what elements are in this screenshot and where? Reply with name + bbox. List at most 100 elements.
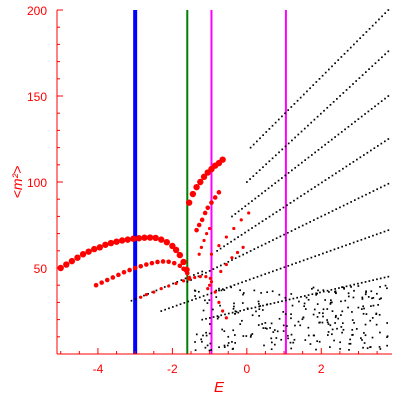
black-cloud-point-11 xyxy=(372,296,375,299)
black-cloud-point-169 xyxy=(378,313,381,316)
black-point-s6-7 xyxy=(183,301,186,304)
black-point-s6-1 xyxy=(160,310,163,312)
black-point-s2-20 xyxy=(307,124,309,127)
red-point-s9-1 xyxy=(206,287,210,291)
black-cloud-point-100 xyxy=(208,299,211,301)
black-cloud-point-118 xyxy=(223,289,226,291)
black-point-s1-45 xyxy=(387,9,390,11)
black-point-s8-47 xyxy=(376,278,378,281)
black-cloud-point-256 xyxy=(363,307,365,310)
red-point-s2-7 xyxy=(127,267,132,273)
black-point-s5-43 xyxy=(342,204,345,207)
red-point-s7-3 xyxy=(224,235,228,239)
black-cloud-point-5 xyxy=(340,314,342,316)
black-point-s8-16 xyxy=(258,305,261,308)
black-cloud-point-123 xyxy=(301,318,304,321)
black-point-s5-8 xyxy=(212,268,215,270)
black-point-s6-53 xyxy=(360,238,363,241)
black-cloud-point-249 xyxy=(312,313,315,316)
black-cloud-point-82 xyxy=(334,322,336,324)
black-cloud-point-246 xyxy=(290,333,293,336)
black-point-s5-19 xyxy=(253,248,256,250)
black-point-s6-35 xyxy=(291,263,293,266)
black-cloud-point-52 xyxy=(195,333,198,336)
black-cloud-point-235 xyxy=(351,319,354,321)
black-point-s4-11 xyxy=(251,227,253,229)
black-point-s8-17 xyxy=(262,304,264,307)
black-point-s3-35 xyxy=(344,128,346,131)
black-point-s1-37 xyxy=(362,34,365,36)
black-point-s2-32 xyxy=(345,89,348,91)
black-cloud-point-65 xyxy=(245,335,248,337)
black-cloud-point-173 xyxy=(202,309,205,312)
black-point-s4-35 xyxy=(335,172,337,175)
red-point-s1-2 xyxy=(63,261,70,268)
black-cloud-point-83 xyxy=(232,329,235,332)
red-point-s7-1 xyxy=(209,252,214,256)
black-point-s6-9 xyxy=(191,299,193,301)
black-point-s6-57 xyxy=(375,233,378,236)
black-point-s8-48 xyxy=(379,277,382,280)
black-cloud-point-18 xyxy=(223,330,226,333)
black-point-s1-17 xyxy=(299,96,302,99)
black-cloud-point-93 xyxy=(302,316,305,319)
black-cloud-point-36 xyxy=(291,304,294,307)
black-point-s6-17 xyxy=(221,288,224,290)
black-cloud-point-74 xyxy=(386,287,388,290)
black-point-s1-8 xyxy=(271,124,274,127)
black-cloud-point-26 xyxy=(264,327,267,329)
black-cloud-point-9 xyxy=(329,346,331,348)
black-cloud-point-224 xyxy=(351,328,354,331)
black-point-s6-5 xyxy=(175,304,178,307)
black-point-s1-31 xyxy=(343,52,346,55)
black-cloud-point-137 xyxy=(335,291,337,294)
black-point-s7-1 xyxy=(130,299,133,302)
black-cloud-point-194 xyxy=(284,313,287,315)
black-point-s4-12 xyxy=(254,224,257,227)
black-cloud-point-247 xyxy=(330,299,332,302)
black-point-s3-42 xyxy=(367,110,370,113)
black-point-s1-40 xyxy=(371,24,374,27)
black-point-s6-44 xyxy=(325,251,328,253)
black-point-s1-22 xyxy=(315,81,318,83)
black-point-s4-27 xyxy=(307,190,309,193)
black-point-s4-50 xyxy=(387,138,390,140)
black-point-s4-34 xyxy=(331,174,334,177)
black-point-s7-12 xyxy=(176,280,179,283)
black-point-s8-33 xyxy=(322,290,325,293)
red-point-s1-24 xyxy=(180,258,187,266)
black-cloud-point-248 xyxy=(251,333,254,335)
black-point-s5-55 xyxy=(387,182,390,185)
black-point-s2-40 xyxy=(371,65,374,68)
black-point-s1-42 xyxy=(378,18,380,21)
black-cloud-point-219 xyxy=(386,336,388,339)
black-cloud-point-86 xyxy=(371,336,374,339)
black-point-s1-24 xyxy=(321,74,324,77)
black-cloud-point-107 xyxy=(209,342,212,345)
black-cloud-point-215 xyxy=(362,346,364,349)
black-cloud-point-177 xyxy=(351,334,353,336)
black-cloud-point-68 xyxy=(329,303,332,305)
black-cloud-point-76 xyxy=(241,302,244,304)
black-cloud-point-43 xyxy=(208,323,211,325)
black-point-s6-37 xyxy=(298,260,301,263)
black-point-s2-33 xyxy=(348,86,351,88)
black-point-s4-21 xyxy=(286,204,288,207)
black-cloud-point-115 xyxy=(270,322,273,325)
black-cloud-point-112 xyxy=(241,319,243,322)
black-cloud-point-4 xyxy=(257,300,260,303)
black-point-s4-31 xyxy=(321,181,323,184)
black-point-s2-30 xyxy=(339,95,341,97)
black-cloud-point-170 xyxy=(307,298,310,301)
black-point-s3-34 xyxy=(340,131,343,133)
black-point-s8-35 xyxy=(330,288,333,291)
black-point-s6-52 xyxy=(356,240,359,243)
black-cloud-point-199 xyxy=(284,296,287,299)
black-cloud-point-35 xyxy=(316,316,319,318)
red-point-s2-8 xyxy=(132,265,138,271)
black-point-s2-11 xyxy=(278,151,280,154)
black-point-s5-32 xyxy=(301,224,304,227)
black-cloud-point-161 xyxy=(328,291,330,293)
black-cloud-point-46 xyxy=(316,340,319,343)
